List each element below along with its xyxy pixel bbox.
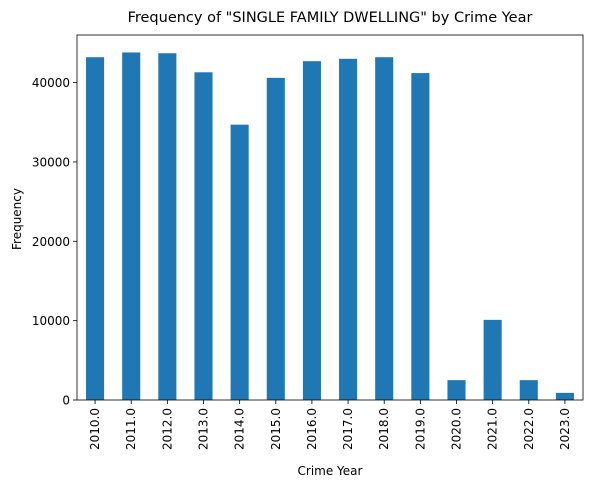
y-tick-label: 10000	[32, 314, 70, 328]
bar-2014.0	[230, 124, 249, 400]
y-tick-label: 20000	[32, 235, 70, 249]
bar-2020.0	[447, 380, 466, 400]
bars	[86, 52, 574, 401]
y-axis-ticks: 0 10000 20000 30000 40000	[32, 76, 77, 408]
x-axis-ticks: 2010.0 2011.0 2012.0 2013.0 2014.0 2015.0 2016…	[88, 400, 572, 450]
axes	[76, 34, 584, 401]
x-tick-label: 2020.0	[450, 408, 464, 450]
x-tick-label: 2015.0	[269, 408, 283, 450]
x-tick-label: 2021.0	[486, 408, 500, 450]
bar-2012.0	[158, 53, 177, 400]
bar-2011.0	[122, 52, 141, 401]
bar-2019.0	[411, 73, 430, 400]
bar-2015.0	[266, 77, 285, 400]
x-axis-label: Crime Year	[298, 464, 363, 478]
y-tick-label: 0	[62, 394, 70, 408]
x-tick-label: 2012.0	[160, 408, 174, 450]
chart-title: Frequency of "SINGLE FAMILY DWELLING" by…	[128, 10, 533, 26]
plot-frame	[76, 34, 584, 401]
x-tick-label: 2023.0	[558, 408, 572, 450]
x-tick-label: 2011.0	[124, 408, 138, 450]
x-tick-label: 2018.0	[377, 408, 391, 450]
bar-2023.0	[555, 392, 574, 400]
x-tick-label: 2017.0	[341, 408, 355, 450]
x-tick-label: 2013.0	[197, 408, 211, 450]
y-tick-label: 40000	[32, 76, 70, 90]
x-tick-label: 2014.0	[233, 408, 247, 450]
bar-2013.0	[194, 72, 213, 400]
x-tick-label: 2019.0	[413, 408, 427, 450]
bar-2016.0	[302, 61, 321, 401]
x-tick-label: 2016.0	[305, 408, 319, 450]
y-tick-label: 30000	[32, 155, 70, 169]
bar-2021.0	[483, 319, 502, 400]
x-tick-label: 2022.0	[522, 408, 536, 450]
y-axis-label: Frequency	[10, 188, 24, 250]
bar-2018.0	[375, 57, 394, 400]
x-tick-label: 2010.0	[88, 408, 102, 450]
bar-2010.0	[86, 57, 105, 400]
bar-2022.0	[519, 380, 538, 400]
bar-2017.0	[339, 58, 358, 401]
